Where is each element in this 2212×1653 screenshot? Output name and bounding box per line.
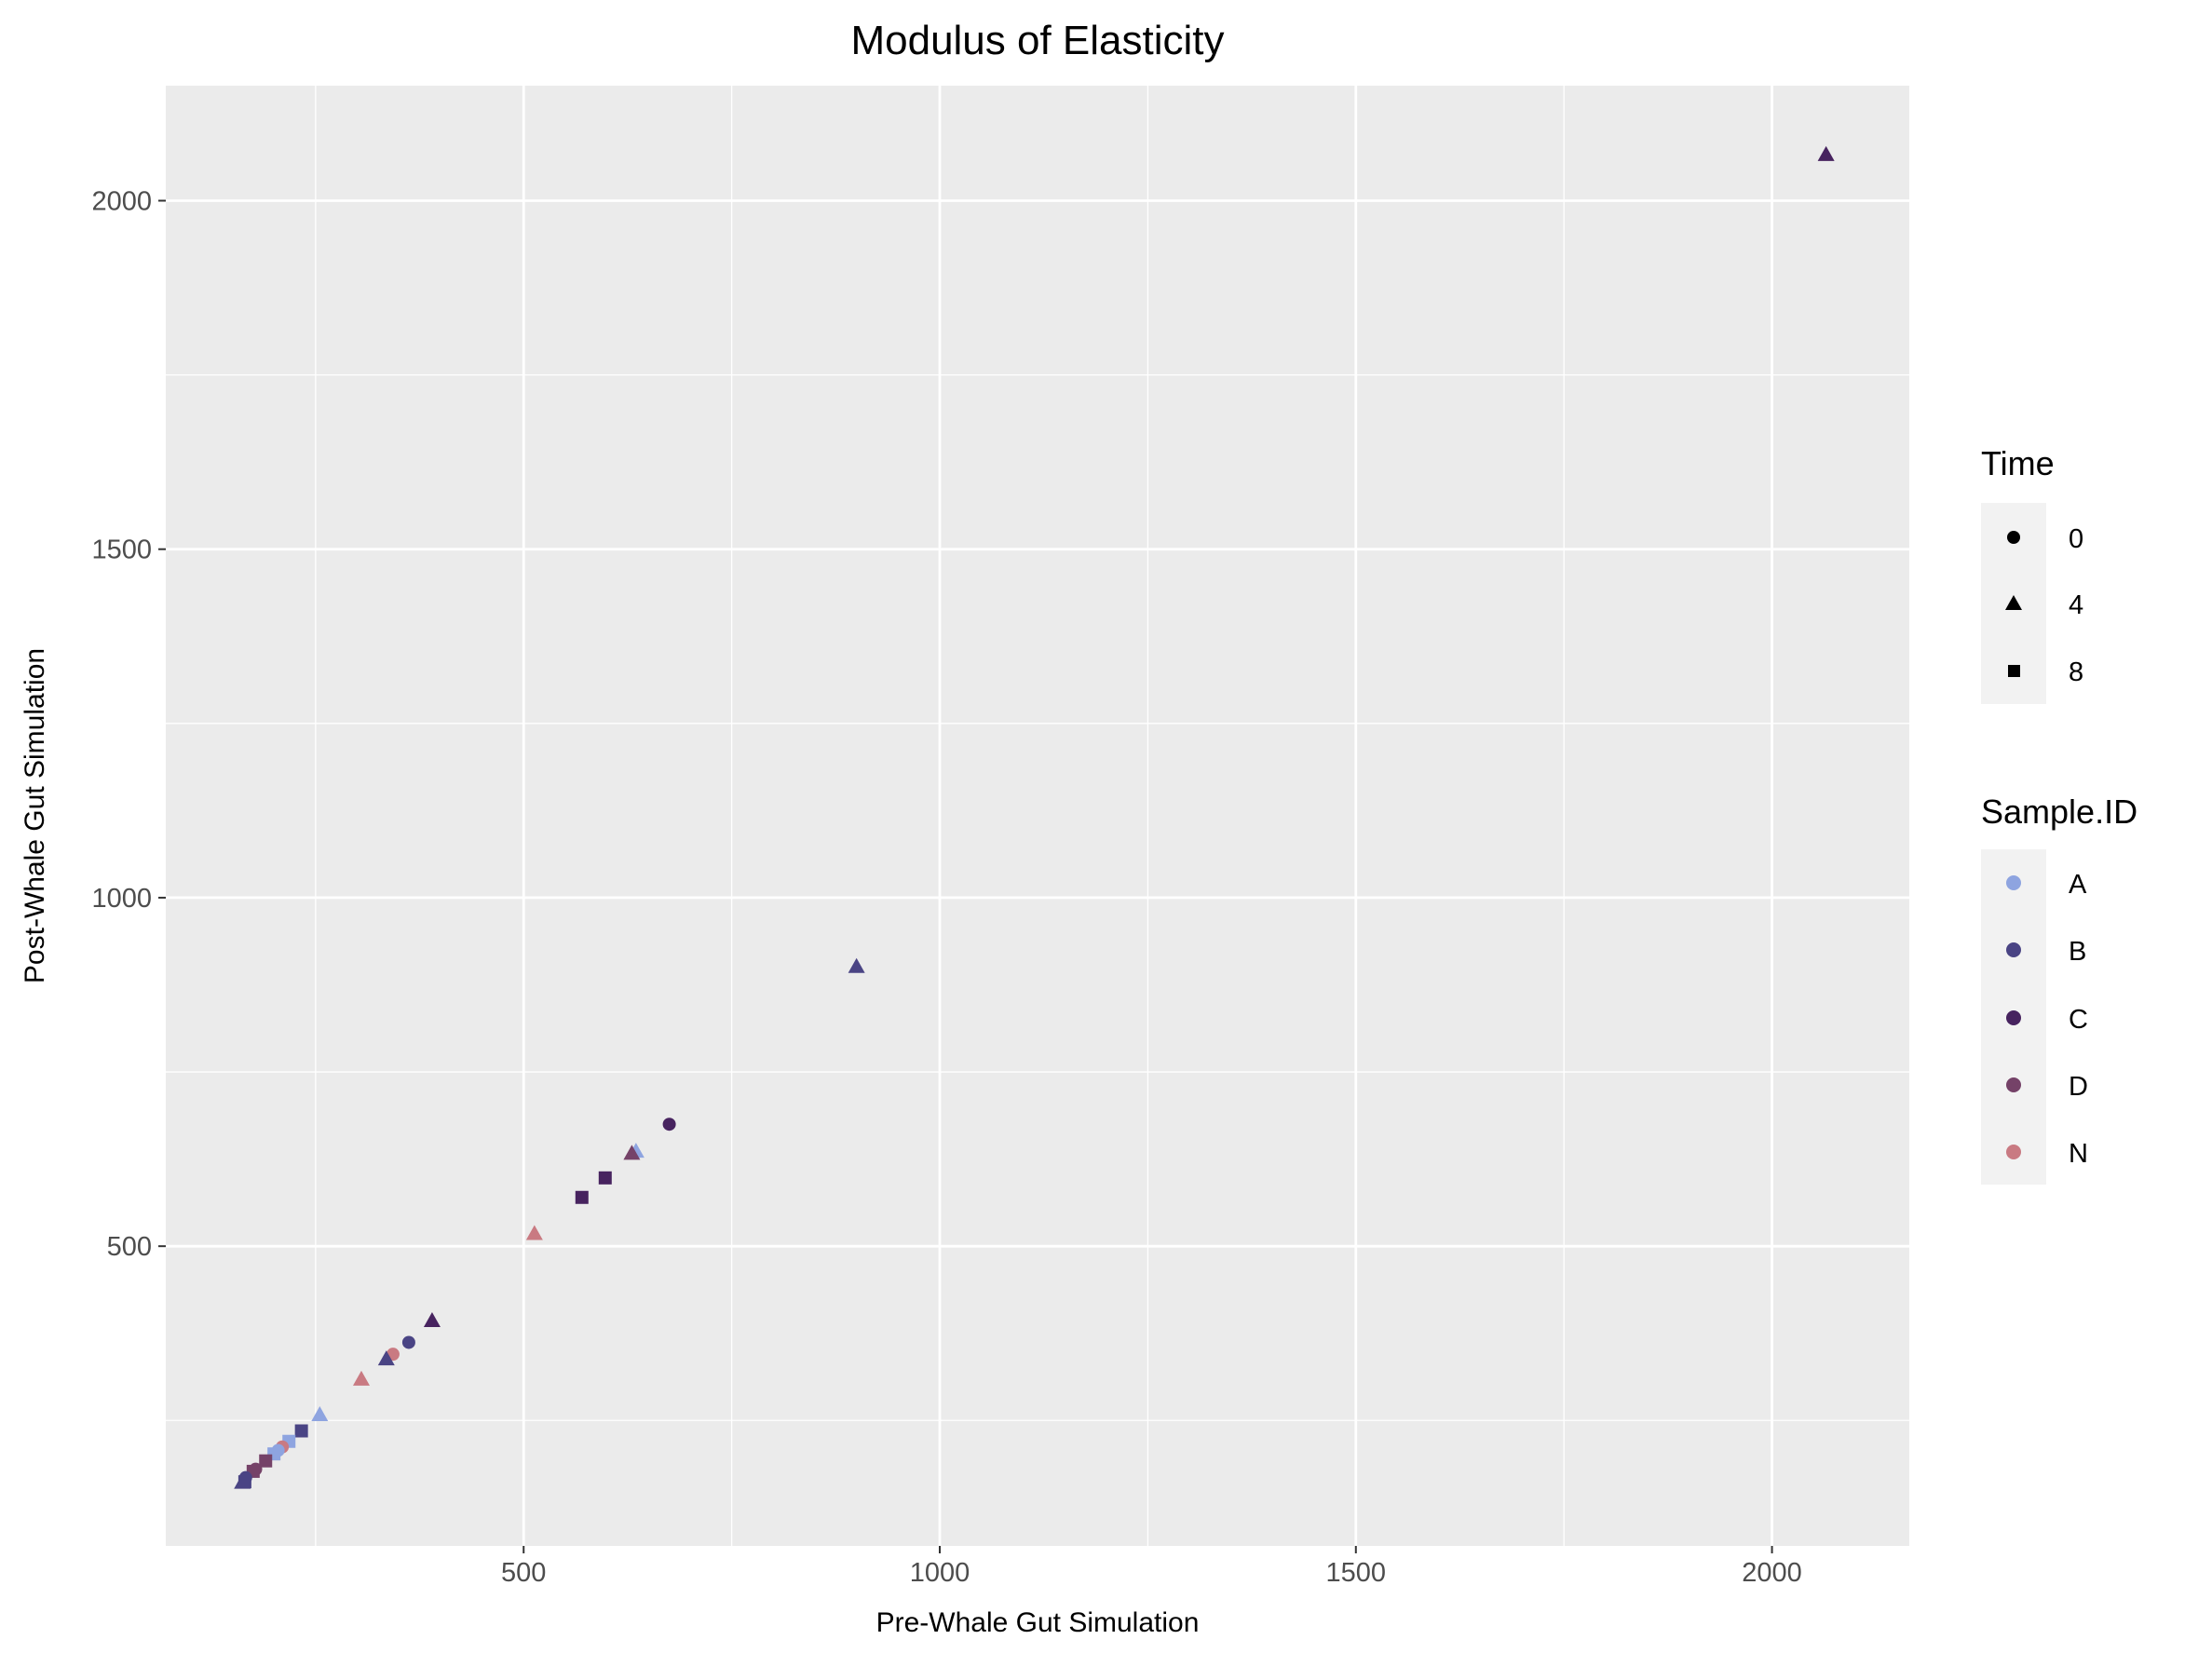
axes: 500 1000 1500 2000 500 1000 1500 2000: [91, 186, 1801, 1588]
data-point-triangle: [848, 957, 865, 973]
data-point-triangle: [525, 1225, 543, 1240]
major-gridlines: [166, 86, 1909, 1546]
time-legend-label: 8: [2069, 657, 2083, 687]
data-point-circle: [662, 1118, 676, 1131]
data-points: [234, 145, 1835, 1489]
time-legend-label: 0: [2069, 524, 2083, 554]
y-tick-label: 2000: [91, 186, 152, 216]
time-legend-key-square: [2008, 665, 2020, 677]
time-legend-label: 4: [2069, 590, 2083, 620]
data-point-triangle: [423, 1311, 441, 1327]
y-tick-label: 1500: [91, 535, 152, 565]
minor-gridlines: [166, 86, 1909, 1546]
x-tick-label: 500: [501, 1558, 546, 1588]
data-point-triangle: [377, 1350, 395, 1366]
data-point-square: [237, 1475, 251, 1489]
sample-id-legend-key-d: [2006, 1077, 2021, 1092]
sample-id-legend-key-n: [2006, 1145, 2021, 1159]
chart-title: Modulus of Elasticity: [850, 18, 1224, 63]
sample-id-legend-label: N: [2069, 1139, 2088, 1169]
data-point-triangle: [352, 1370, 370, 1386]
time-legend-title: Time: [1981, 444, 2055, 482]
sample-id-legend-label: B: [2069, 937, 2086, 967]
data-point-square: [294, 1424, 308, 1438]
sample-id-legend-label: A: [2069, 870, 2087, 900]
time-legend: Time 0 4 8: [1981, 444, 2083, 704]
x-tick-label: 2000: [1742, 1558, 1802, 1588]
y-axis-title: Post-Whale Gut Simulation: [20, 648, 50, 983]
data-point-square: [575, 1190, 589, 1204]
sample-id-legend-label: D: [2069, 1072, 2088, 1102]
y-tick-label: 500: [107, 1232, 152, 1262]
plot-panel: [166, 86, 1909, 1546]
data-point-square: [259, 1454, 273, 1468]
time-legend-key-circle: [2007, 531, 2020, 544]
data-point-circle: [401, 1335, 415, 1349]
sample-id-legend-key-b: [2006, 942, 2021, 957]
sample-id-legend-key-c: [2006, 1010, 2021, 1025]
x-tick-label: 1000: [910, 1558, 970, 1588]
sample-id-legend: Sample.ID A B C D N: [1981, 793, 2137, 1185]
x-axis-title: Pre-Whale Gut Simulation: [876, 1607, 1200, 1638]
sample-id-legend-title: Sample.ID: [1981, 793, 2137, 831]
x-tick-label: 1500: [1326, 1558, 1387, 1588]
data-point-triangle: [623, 1145, 641, 1160]
data-point-square: [598, 1171, 612, 1185]
data-point-triangle: [1817, 145, 1835, 161]
y-tick-label: 1000: [91, 884, 152, 914]
data-point-triangle: [311, 1406, 329, 1422]
sample-id-legend-label: C: [2069, 1005, 2088, 1035]
time-legend-key-triangle: [2005, 595, 2022, 610]
sample-id-legend-key-a: [2006, 875, 2021, 890]
